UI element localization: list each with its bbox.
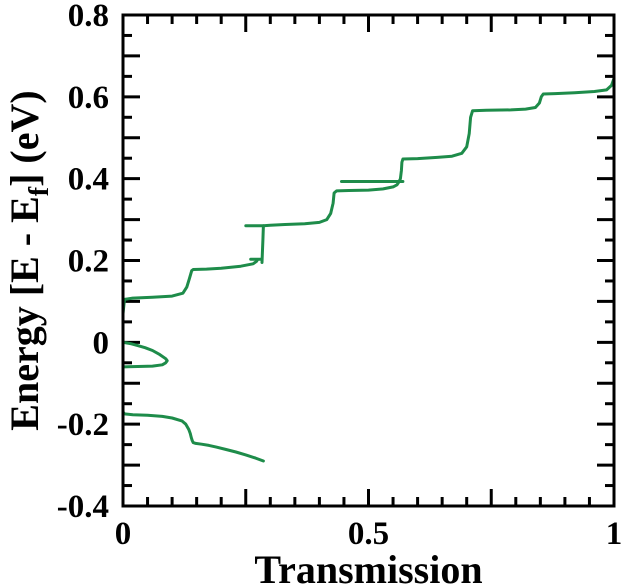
x-tick-label: 0 — [115, 516, 132, 552]
tick-marks — [121, 13, 616, 508]
x-axis-title: Transmission — [254, 547, 482, 586]
y-axis-title-suffix: ] (eV) — [2, 90, 47, 187]
y-tick-label: -0.4 — [57, 489, 109, 525]
transmission-curve — [260, 224, 265, 264]
transmission-curve — [121, 340, 169, 369]
y-axis-title: Energy [E - Ef] (eV) — [2, 90, 55, 430]
y-axis-title-prefix: Energy [E - E — [2, 196, 47, 430]
y-tick-label: 0.6 — [68, 80, 109, 116]
transmission-curve — [121, 258, 259, 344]
x-tick-label: 1 — [606, 516, 623, 552]
y-tick-label: 0.4 — [68, 162, 109, 198]
y-tick-label: 0.8 — [68, 0, 109, 34]
transmission-curve — [244, 76, 616, 228]
x-tick-label: 0.5 — [348, 516, 389, 552]
y-axis-title-subscript: f — [24, 186, 55, 196]
plot-frame — [121, 13, 616, 508]
series — [121, 76, 616, 463]
y-tick-label: 0 — [93, 325, 110, 361]
tick-labels: 0 0.5 1 -0.4 -0.2 0 0.2 0.4 0.6 0.8 — [57, 0, 623, 552]
transmission-curve — [121, 365, 265, 463]
y-tick-label: 0.2 — [68, 244, 109, 280]
y-tick-label: -0.2 — [57, 407, 109, 443]
